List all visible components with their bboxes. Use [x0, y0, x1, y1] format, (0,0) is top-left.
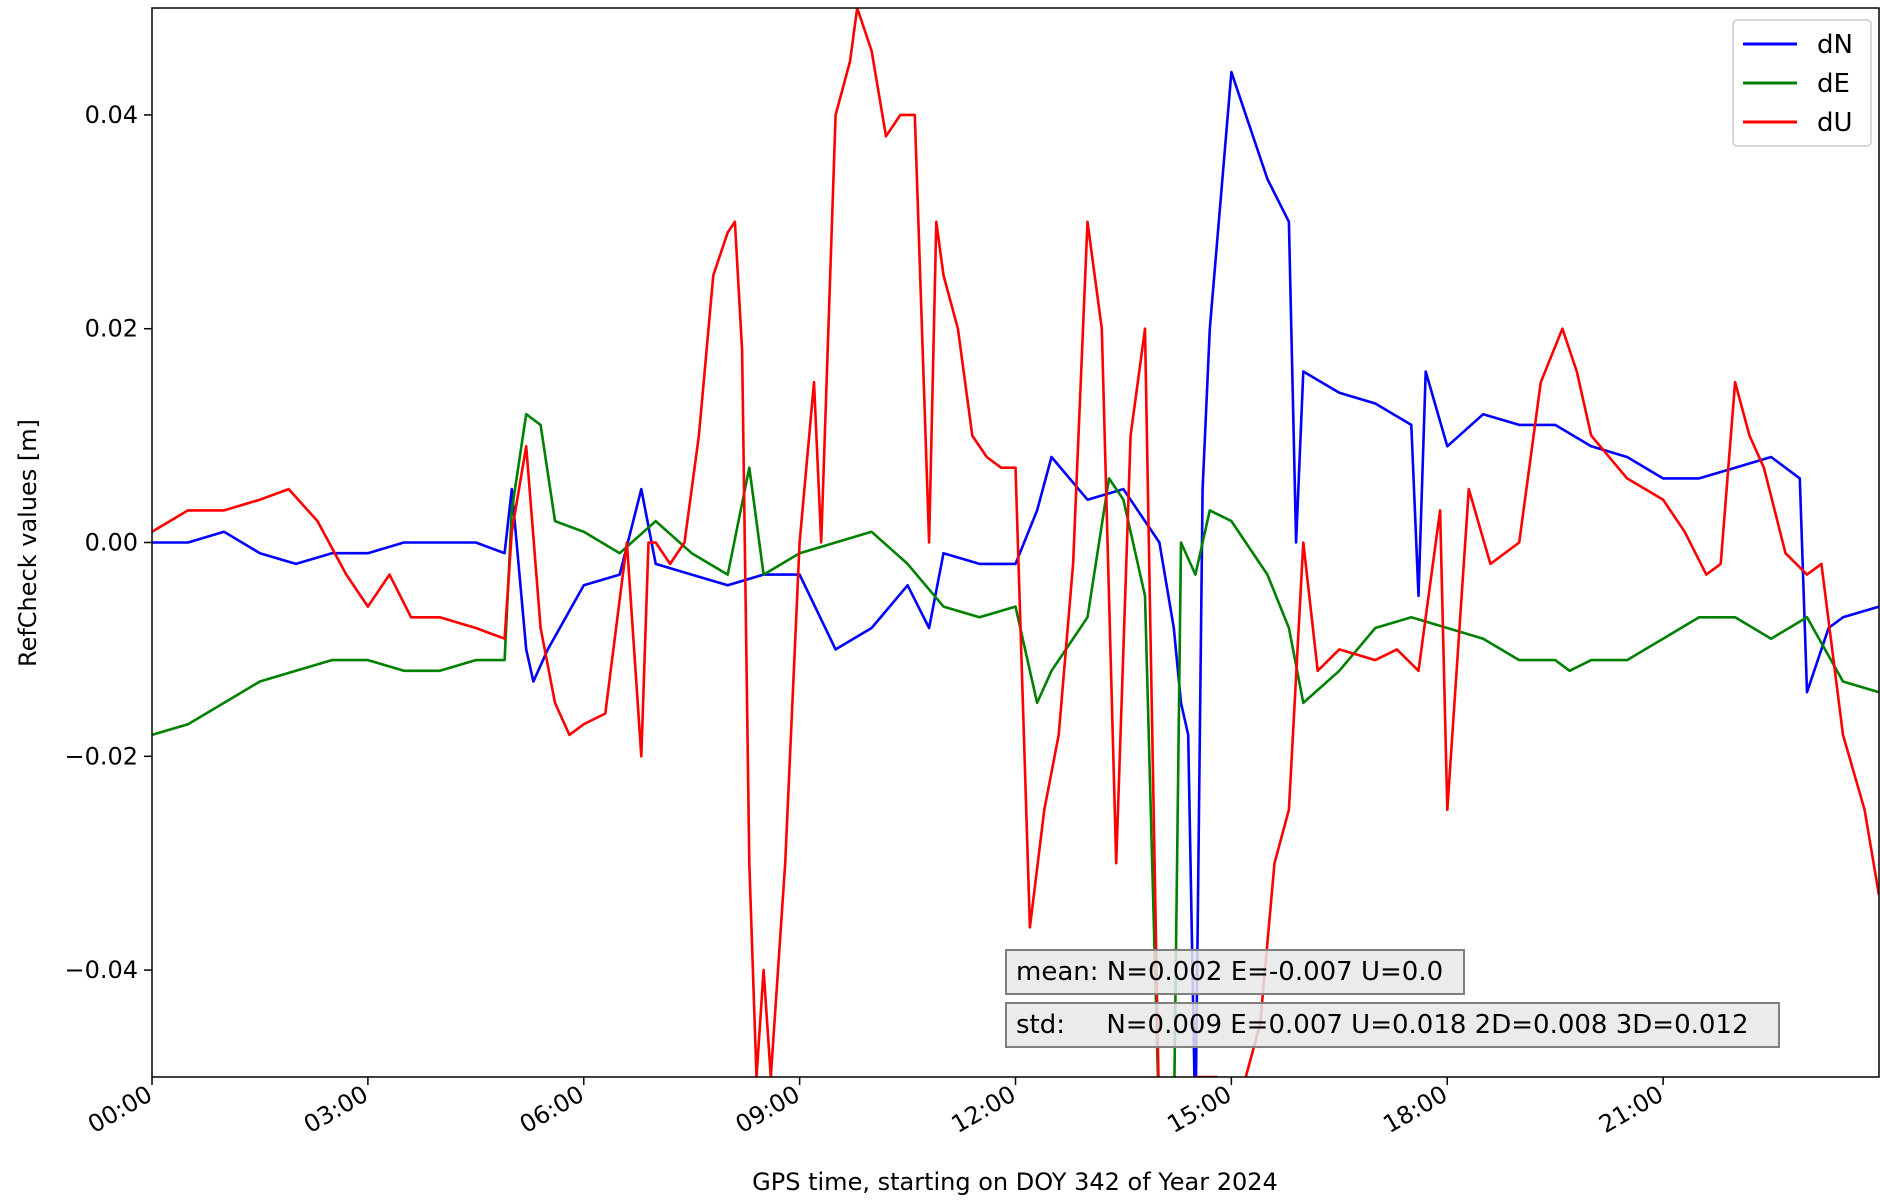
- x-axis-ticks: 00:00 03:00 06:00 09:00 12:00 15:00 18:00 21:00: [83, 1077, 1668, 1139]
- y-tick-label: 0.00: [85, 529, 138, 557]
- mean-box: [1005, 949, 1465, 995]
- legend-label-dU: dU: [1817, 108, 1853, 138]
- mean-text: mean: N=0.002 E=-0.007 U=0.0: [1016, 957, 1443, 987]
- legend-frame: [1732, 19, 1872, 147]
- legend: dN dE dU: [1732, 19, 1872, 147]
- legend-label-dN: dN: [1817, 30, 1853, 60]
- legend-label-dE: dE: [1817, 69, 1850, 99]
- x-tick-label: 06:00: [515, 1080, 589, 1139]
- std-text: std: N=0.009 E=0.007 U=0.018 2D=0.008 3D…: [1016, 1010, 1749, 1040]
- x-tick-label: 21:00: [1594, 1080, 1668, 1139]
- series-line-dN: [152, 70, 1879, 1077]
- x-axis-title: GPS time, starting on DOY 342 of Year 20…: [752, 1168, 1278, 1196]
- x-tick-label: 00:00: [83, 1080, 157, 1139]
- x-tick-label: 12:00: [947, 1080, 1021, 1139]
- x-tick-label: 03:00: [299, 1080, 373, 1139]
- y-tick-label: −0.02: [64, 742, 138, 770]
- y-tick-label: 0.04: [85, 101, 138, 129]
- std-annotation: std: N=0.009 E=0.007 U=0.018 2D=0.008 3D…: [1005, 1002, 1780, 1048]
- x-tick-label: 15:00: [1162, 1080, 1236, 1139]
- std-box: [1005, 1002, 1780, 1048]
- series-layer: [152, 8, 1879, 1077]
- x-tick-label: 09:00: [731, 1080, 805, 1139]
- y-axis-title: RefCheck values [m]: [14, 419, 42, 667]
- y-tick-label: −0.04: [64, 956, 138, 984]
- legend-items: dN dE dU: [1743, 30, 1853, 138]
- y-tick-label: 0.02: [85, 315, 138, 343]
- x-tick-label: 18:00: [1378, 1080, 1452, 1139]
- series-line-dU: [152, 8, 1879, 1077]
- mean-annotation: mean: N=0.002 E=-0.007 U=0.0: [1005, 949, 1465, 995]
- y-axis-ticks: 0.04 0.02 0.00 −0.02 −0.04: [64, 101, 152, 984]
